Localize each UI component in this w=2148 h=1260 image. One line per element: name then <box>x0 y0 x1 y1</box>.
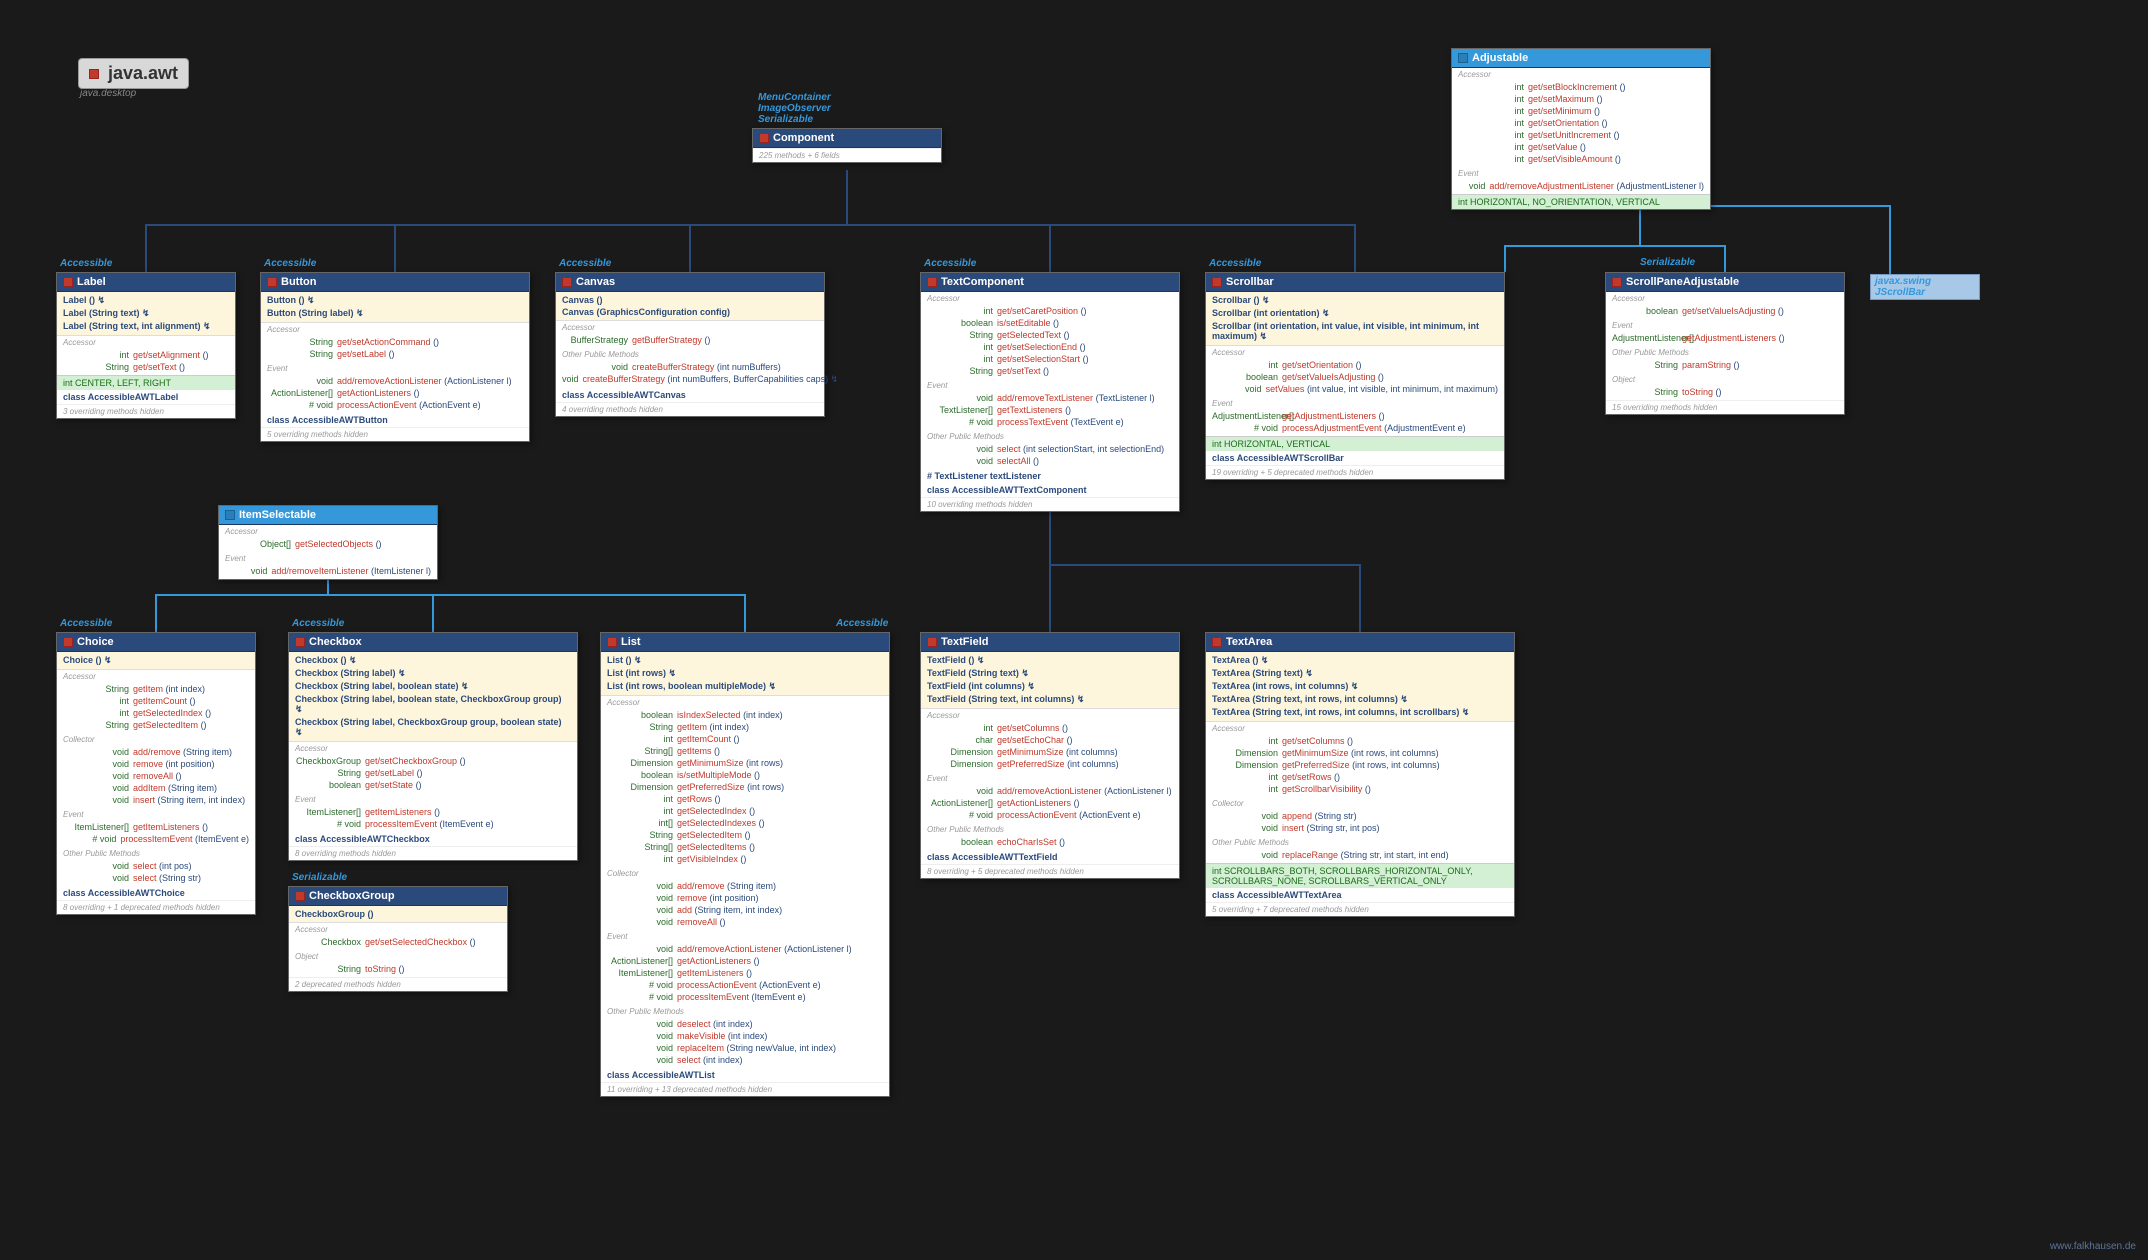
class-component: Component225 methods + 6 fields <box>752 128 942 163</box>
package-icon <box>89 69 99 79</box>
class-textcomponent: TextComponent Accessorintget/setCaretPos… <box>920 272 1180 512</box>
class-button: ButtonButton () ↯Button (String label) ↯… <box>260 272 530 442</box>
class-label: LabelLabel () ↯Label (String text) ↯Labe… <box>56 272 236 419</box>
class-textarea: TextAreaTextArea () ↯TextArea (String te… <box>1205 632 1515 917</box>
connectors <box>0 0 2148 1260</box>
iface-tag-serializable: Serializable <box>292 872 347 883</box>
class-adjustable: Adjustable Accessorintget/setBlockIncrem… <box>1451 48 1711 210</box>
class-scrollbar: ScrollbarScrollbar () ↯Scrollbar (int or… <box>1205 272 1505 480</box>
iface-tag-accessible: Accessible <box>1209 258 1261 269</box>
jscrollbar-stub: javax.swing JScrollBar <box>1870 274 1980 300</box>
package-name: java.awt <box>108 63 178 83</box>
iface-tag-accessible: Accessible <box>60 618 112 629</box>
iface-tag-accessible: Accessible <box>924 258 976 269</box>
class-itemselectable: ItemSelectable AccessorObject[]getSelect… <box>218 505 438 580</box>
iface-tag-accessible: Accessible <box>264 258 316 269</box>
iface-tag-accessible: Accessible <box>559 258 611 269</box>
package-label: java.awt <box>78 58 189 89</box>
iface-tag-accessible: Accessible <box>60 258 112 269</box>
class-choice: ChoiceChoice () ↯ AccessorStringgetItem … <box>56 632 256 915</box>
component-implements: MenuContainer ImageObserver Serializable <box>758 92 831 125</box>
class-checkboxgroup: CheckboxGroupCheckboxGroup () AccessorCh… <box>288 886 508 992</box>
watermark: www.falkhausen.de <box>2050 1241 2136 1252</box>
package-module: java.desktop <box>80 88 136 99</box>
class-list: ListList () ↯List (int rows) ↯List (int … <box>600 632 890 1097</box>
class-canvas: CanvasCanvas ()Canvas (GraphicsConfigura… <box>555 272 825 417</box>
iface-tag-accessible: Accessible <box>836 618 888 629</box>
class-scrollpaneadjustable: ScrollPaneAdjustable Accessorbooleanget/… <box>1605 272 1845 415</box>
class-checkbox: CheckboxCheckbox () ↯Checkbox (String la… <box>288 632 578 861</box>
iface-tag-accessible: Accessible <box>292 618 344 629</box>
class-textfield: TextFieldTextField () ↯TextField (String… <box>920 632 1180 879</box>
iface-tag-serializable: Serializable <box>1640 257 1695 268</box>
